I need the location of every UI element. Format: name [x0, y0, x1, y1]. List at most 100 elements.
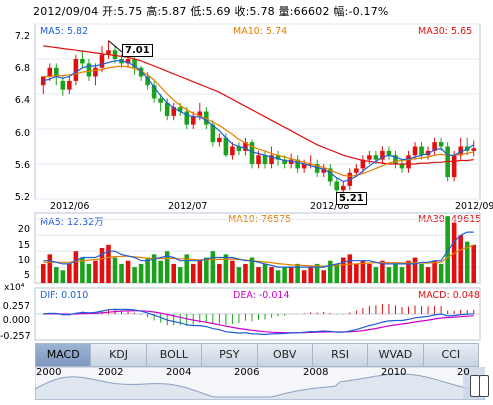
candle-body: [314, 164, 320, 173]
macd-value-label: MACD: 0.048: [418, 290, 480, 301]
candle-body: [40, 76, 46, 86]
candle-body: [164, 102, 170, 116]
volume-bar: [406, 260, 411, 283]
volume-bar: [367, 263, 372, 283]
dea-line: [43, 310, 474, 334]
volume-bar: [190, 263, 196, 283]
volume-bar: [54, 267, 59, 283]
candle-body: [406, 155, 411, 169]
volume-bar: [262, 263, 268, 283]
candle-body: [471, 148, 477, 151]
volume-bar: [243, 263, 248, 283]
candle-body: [386, 150, 392, 156]
tab-rsi[interactable]: RSI: [313, 344, 369, 366]
overview-year: 20: [457, 367, 470, 378]
candle-body: [223, 137, 229, 156]
candle-body: [451, 155, 457, 178]
candle-body: [412, 146, 418, 156]
tab-macd[interactable]: MACD: [36, 344, 92, 366]
volume-bar: [380, 260, 385, 283]
low-value: 5.69: [205, 5, 231, 18]
candlesticks: [40, 40, 477, 199]
overview-year: 2006: [234, 367, 260, 378]
volume-bar: [217, 263, 222, 283]
candle-body: [282, 159, 287, 164]
volume-bar: [445, 216, 450, 283]
volume-bar: [197, 260, 203, 283]
tab-wvad[interactable]: WVAD: [368, 344, 424, 366]
time-navigator[interactable]: [35, 367, 485, 400]
volume-value: 66602: [293, 5, 330, 18]
macd-y-tick: -0.257: [0, 331, 31, 342]
tab-boll[interactable]: BOLL: [147, 344, 203, 366]
volume-bar: [112, 257, 118, 283]
candle-body: [295, 159, 300, 169]
low-marker: 5.21: [336, 192, 367, 205]
volume-bar: [132, 267, 137, 283]
candle-body: [132, 59, 137, 68]
candle-body: [373, 155, 379, 160]
candle-body: [419, 146, 424, 156]
candle-body: [321, 168, 327, 173]
price-y-tick: 5.6: [14, 160, 30, 171]
candle-body: [54, 67, 59, 77]
overview-year: 2008: [303, 367, 329, 378]
candle-body: [93, 67, 98, 77]
change-value: -0.17%: [348, 5, 389, 18]
candle-body: [125, 59, 131, 64]
volume-bar: [412, 257, 418, 283]
volume-bar: [138, 263, 144, 283]
candle-body: [99, 54, 105, 68]
candle-body: [243, 142, 248, 151]
volume-bar: [73, 251, 79, 283]
candle-body: [399, 164, 405, 169]
volume-bar: [47, 254, 53, 283]
macd-dea-label: DEA: -0.014: [233, 290, 290, 301]
volume-bar: [438, 263, 444, 283]
candle-body: [275, 155, 281, 160]
tab-psy[interactable]: PSY: [202, 344, 258, 366]
high-marker: 7.01: [122, 44, 153, 57]
volume-bar: [373, 267, 379, 283]
date-value: 2012/09/04: [33, 5, 99, 18]
price-x-tick: 2012/08: [310, 201, 350, 212]
candle-body: [269, 155, 274, 164]
indicator-tabs: MACD KDJ BOLL PSY OBV RSI WVAD CCI: [35, 343, 479, 367]
tab-obv[interactable]: OBV: [258, 344, 313, 366]
candle-body: [327, 168, 333, 182]
volume-bar: [204, 257, 209, 283]
candle-body: [360, 159, 366, 169]
volume-ma10-line: [43, 244, 474, 267]
volume-bar: [177, 267, 183, 283]
open-label: 开:: [102, 5, 118, 18]
candle-body: [67, 80, 72, 90]
volume-bar: [119, 263, 124, 283]
volume-bar: [360, 260, 366, 283]
candle-body: [230, 146, 235, 156]
price-x-tick: 2012/06: [50, 201, 90, 212]
candle-body: [249, 142, 255, 164]
candle-body: [458, 146, 463, 156]
close-label: 收:: [234, 5, 250, 18]
candle-body: [86, 63, 92, 77]
volume-bar: [145, 257, 150, 283]
tab-cci[interactable]: CCI: [441, 348, 461, 361]
volume-bar: [210, 251, 216, 283]
dif-line: [43, 308, 474, 336]
macd-graph: [35, 303, 480, 336]
volume-bar: [399, 267, 405, 283]
candle-body: [432, 142, 437, 151]
price-ma5-label: MA5: 5.82: [40, 26, 89, 37]
candle-body: [334, 181, 340, 191]
volume-bar: [171, 263, 176, 283]
navigator-right-handle[interactable]: [479, 375, 489, 397]
volume-bar: [230, 260, 235, 283]
volume-bar: [419, 263, 424, 283]
tab-kdj[interactable]: KDJ: [91, 344, 147, 366]
volume-bar: [425, 267, 431, 283]
candle-body: [380, 150, 385, 160]
volume-bars: [40, 216, 477, 283]
candle-body: [80, 59, 85, 64]
candle-body: [301, 164, 307, 169]
